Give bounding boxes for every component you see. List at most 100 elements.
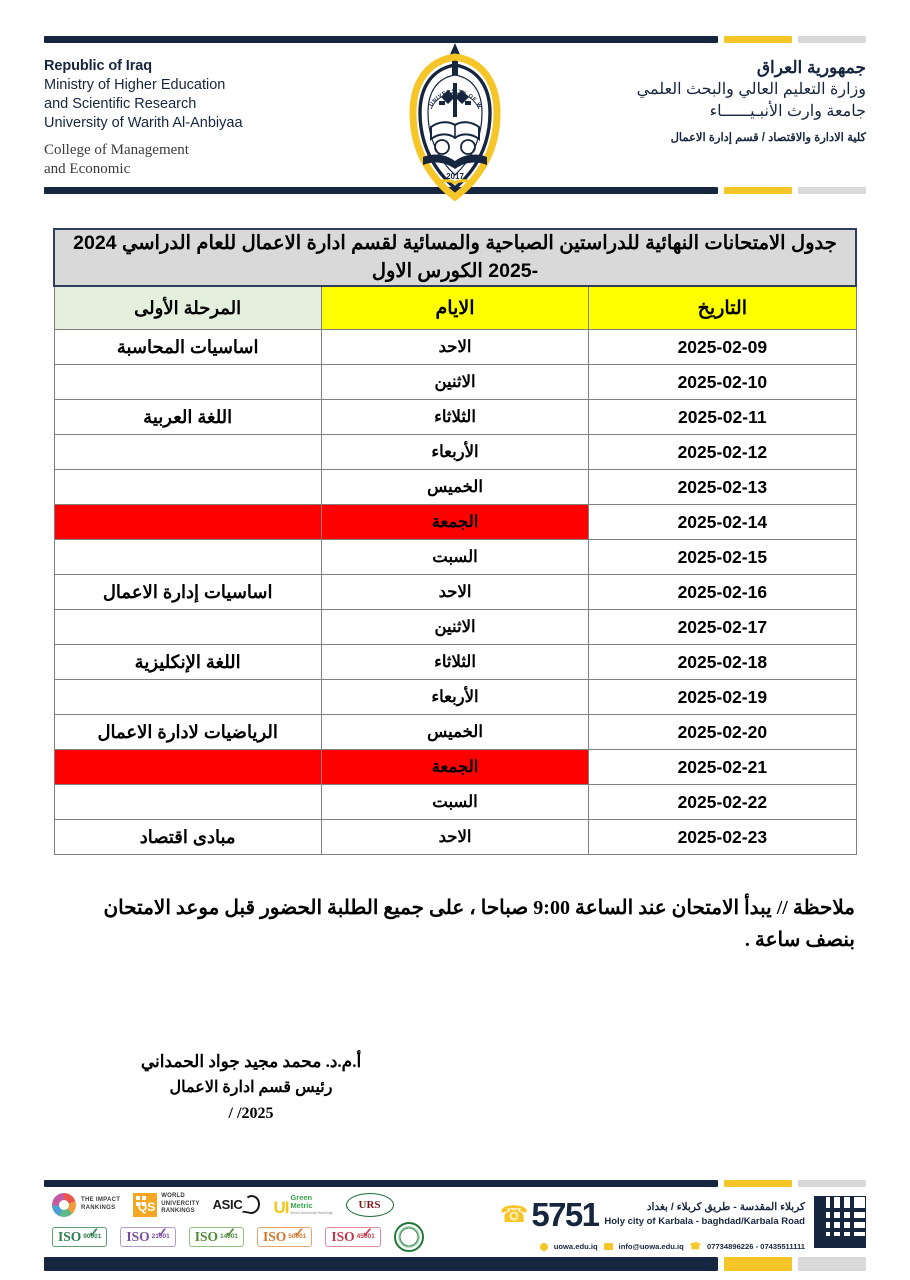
asic-swoosh-icon bbox=[241, 1193, 262, 1216]
check-icon: ✓ bbox=[156, 1224, 168, 1240]
check-icon: ✓ bbox=[293, 1224, 305, 1240]
signature-block: أ.م.د. محمد مجيد جواد الحمداني رئيس قسم … bbox=[86, 1048, 416, 1126]
qs-line-1: WORLD bbox=[161, 1192, 185, 1199]
iso-badge: ISO 90001 ✓ bbox=[52, 1225, 108, 1247]
exam-schedule-table: جدول الامتحانات النهائية للدراستين الصبا… bbox=[53, 227, 857, 856]
check-icon: ✓ bbox=[225, 1224, 237, 1240]
qs-mark: QS bbox=[137, 1199, 156, 1214]
rule-navy-segment bbox=[44, 36, 718, 43]
cell-subject: اللغة العربية bbox=[53, 399, 322, 436]
iso-badge: ISO 50001 ✓ bbox=[257, 1224, 313, 1247]
rule-yellow-segment bbox=[724, 36, 792, 43]
header-english-block: Republic of Iraq Ministry of Higher Educ… bbox=[44, 57, 344, 179]
cell-date: 2025-02-13 bbox=[588, 469, 857, 506]
iso-prefix: ISO bbox=[126, 1228, 150, 1244]
cell-date: 2025-02-16 bbox=[588, 574, 857, 611]
cell-date: 2025-02-19 bbox=[588, 679, 857, 716]
table-row: 2025-02-16 الاحد اساسيات إدارة الاعمال bbox=[53, 574, 857, 611]
cell-day: الاثنين bbox=[320, 364, 590, 401]
phone-icon: ☎ bbox=[499, 1200, 529, 1227]
cell-day: الأربعاء bbox=[320, 679, 590, 716]
contact-hotline: 5751 ☎ bbox=[499, 1191, 600, 1239]
rule-navy-segment bbox=[44, 187, 718, 194]
table-row: 2025-02-19 الأربعاء bbox=[53, 679, 857, 716]
iso-prefix: ISO bbox=[194, 1228, 218, 1244]
header-ar-line-2: وزارة التعليم العالي والبحث العلمي bbox=[636, 81, 866, 99]
table-row: 2025-02-18 الثلاثاء اللغة الإنكليزية bbox=[53, 644, 857, 681]
rule-yellow-segment bbox=[724, 1257, 792, 1271]
header-en-line-3: and Scientific Research bbox=[44, 95, 197, 112]
contact-address-english: Holy city of Karbala - baghdad/Karbala R… bbox=[604, 1216, 805, 1228]
rule-gray-segment bbox=[798, 36, 866, 43]
cell-date: 2025-02-09 bbox=[588, 329, 857, 366]
cell-subject: اساسيات إدارة الاعمال bbox=[53, 574, 322, 611]
cell-day: السبت bbox=[320, 784, 590, 821]
table-title-row: جدول الامتحانات النهائية للدراستين الصبا… bbox=[53, 227, 857, 288]
iso-number: 14001 bbox=[219, 1233, 239, 1240]
cell-day: الاحد bbox=[320, 329, 590, 366]
urs-badge: URS bbox=[345, 1192, 394, 1217]
column-header-date: التاريخ bbox=[588, 285, 857, 331]
iso-badge-row: ISO 90001 ✓ ISO 21001 ✓ ISO 14001 ✓ ISO 50001 ✓ ISO 4… bbox=[52, 1221, 424, 1252]
cell-date: 2025-02-11 bbox=[588, 399, 857, 436]
header-ar-line-4: كلية الادارة والاقتصاد / قسم إدارة الاعم… bbox=[670, 131, 866, 144]
iso-badge: ISO 45001 ✓ bbox=[325, 1225, 381, 1247]
column-header-stage: المرحلة الأولى bbox=[53, 285, 322, 331]
document-footer: THE IMPACT RANKINGS QS WORLD UNIVERCITY … bbox=[44, 1180, 866, 1271]
signature-date: / /2025 bbox=[228, 1104, 274, 1122]
header-ar-line-1: جمهورية العراق bbox=[756, 58, 866, 77]
cell-subject bbox=[53, 609, 322, 646]
footer-bottom-rule bbox=[44, 1257, 866, 1271]
footer-contact-block: كربلاء المقدسة - طريق كربلاء / بغداد Hol… bbox=[500, 1191, 866, 1254]
cell-day: الاثنين bbox=[320, 609, 590, 646]
header-en-college-line-2: and Economic bbox=[44, 161, 131, 178]
iso-prefix: ISO bbox=[331, 1228, 355, 1244]
cell-day: الخميس bbox=[320, 469, 590, 506]
impact-rankings-line-2: RANKINGS bbox=[81, 1204, 116, 1211]
table-row: 2025-02-21 الجمعة bbox=[53, 749, 857, 786]
svg-text:2017: 2017 bbox=[446, 172, 464, 181]
header-bottom-rule bbox=[44, 187, 866, 194]
qr-code-icon[interactable] bbox=[814, 1195, 866, 1248]
phone-small-icon: ☎ bbox=[689, 1241, 702, 1252]
header-ar-line-3: جامعة وارث الأنبـيــــــاء bbox=[709, 102, 866, 120]
iso-badge: ISO 14001 ✓ bbox=[188, 1224, 245, 1247]
footer-top-rule bbox=[44, 1180, 866, 1187]
header-en-line-1: Republic of Iraq bbox=[44, 58, 152, 74]
asic-badge: ASIC bbox=[212, 1193, 262, 1216]
cell-subject: الرياضيات لادارة الاعمال bbox=[53, 714, 322, 751]
accreditation-seal-icon bbox=[393, 1221, 424, 1252]
cell-subject bbox=[53, 469, 322, 506]
iso-prefix: ISO bbox=[58, 1228, 82, 1244]
rule-yellow-segment bbox=[724, 1180, 792, 1187]
cell-date: 2025-02-17 bbox=[588, 609, 857, 646]
greenmetric-line-3: World University Rankings bbox=[290, 1210, 333, 1215]
cell-day: الاحد bbox=[320, 574, 590, 611]
cell-subject bbox=[53, 539, 322, 576]
impact-rankings-icon bbox=[52, 1192, 76, 1217]
cell-date: 2025-02-12 bbox=[588, 434, 857, 471]
table-row: 2025-02-10 الاثنين bbox=[53, 364, 857, 401]
globe-icon bbox=[539, 1242, 548, 1251]
ui-greenmetric-badge: UI Green Metric World University Ranking… bbox=[273, 1194, 333, 1217]
table-row: 2025-02-15 السبت bbox=[53, 539, 857, 576]
table-title: جدول الامتحانات النهائية للدراستين الصبا… bbox=[53, 227, 857, 288]
envelope-icon bbox=[603, 1243, 613, 1251]
cell-day: الثلاثاء bbox=[320, 644, 590, 681]
table-row: 2025-02-23 الاحد مبادى اقتصاد bbox=[53, 819, 857, 856]
table-row: 2025-02-22 السبت bbox=[53, 784, 857, 821]
contact-website[interactable]: uowa.edu.iq bbox=[553, 1242, 598, 1252]
header-arabic-block: جمهورية العراق وزارة التعليم العالي والب… bbox=[536, 57, 866, 146]
contact-email[interactable]: info@uowa.edu.iq bbox=[618, 1242, 684, 1252]
cell-subject bbox=[53, 434, 322, 471]
ui-mark: UI bbox=[273, 1197, 289, 1217]
table-row: 2025-02-09 الاحد اساسيات المحاسبة bbox=[53, 329, 857, 366]
signatory-role: رئيس قسم ادارة الاعمال bbox=[169, 1079, 333, 1097]
rule-navy-segment bbox=[44, 1257, 718, 1271]
asic-label: ASIC bbox=[212, 1197, 243, 1212]
cell-subject: اللغة الإنكليزية bbox=[53, 644, 322, 681]
table-header-row: التاريخ الايام المرحلة الأولى bbox=[53, 285, 857, 331]
cell-date: 2025-02-14 bbox=[588, 504, 857, 541]
iso-prefix: ISO bbox=[263, 1228, 287, 1244]
accreditation-badges: THE IMPACT RANKINGS QS WORLD UNIVERCITY … bbox=[44, 1192, 424, 1252]
